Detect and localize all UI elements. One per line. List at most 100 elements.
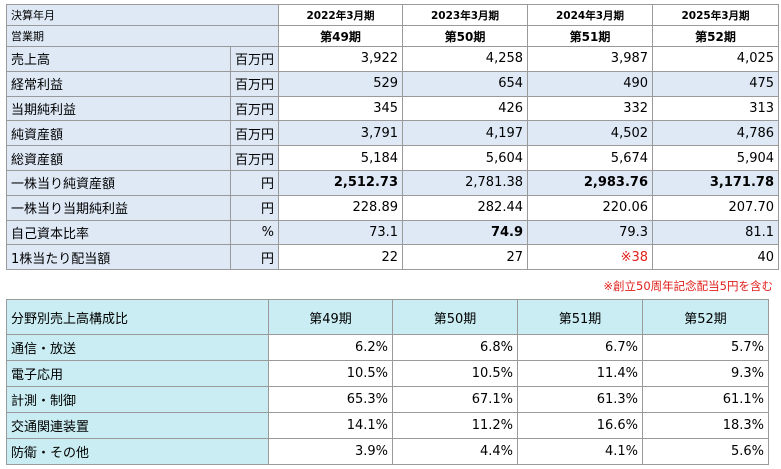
value-cell: 4,786 <box>652 120 780 147</box>
value-cell: 67.1% <box>392 386 518 413</box>
value-cell: 4.4% <box>392 438 518 465</box>
value-cell: 2,781.38 <box>402 169 529 196</box>
row-unit: % <box>229 219 280 246</box>
period-cell: 第51期 <box>527 25 654 47</box>
row-unit: 百万円 <box>229 95 280 122</box>
table-row: 総資産額 百万円 5,184 5,604 5,674 5,904 <box>6 145 780 171</box>
value-cell: 4,502 <box>527 120 654 147</box>
value-cell: 220.06 <box>527 194 654 221</box>
row-label: 交通関連装置 <box>6 412 269 439</box>
segment-header-row: 分野別売上高構成比 第49期 第50期 第51期 第52期 <box>6 299 769 335</box>
value-cell: 282.44 <box>402 194 529 221</box>
value-cell: 10.5% <box>392 360 518 387</box>
value-cell: 4,258 <box>402 46 529 72</box>
value-cell: 475 <box>652 70 780 97</box>
row-label: 計測・制御 <box>6 386 269 413</box>
value-cell: 3,171.78 <box>652 169 780 196</box>
value-cell: 16.6% <box>517 412 643 439</box>
year-cell: 2023年3月期 <box>402 4 529 26</box>
value-cell: 228.89 <box>278 194 404 221</box>
value-cell: 313 <box>652 95 780 122</box>
value-cell: 11.4% <box>517 360 643 387</box>
value-cell: 207.70 <box>652 194 780 221</box>
table-row: 交通関連装置 14.1% 11.2% 16.6% 18.3% <box>6 412 769 439</box>
value-cell: 4,197 <box>402 120 529 147</box>
value-cell: 65.3% <box>268 386 393 413</box>
period-cell: 第52期 <box>652 25 780 47</box>
row-unit: 百万円 <box>229 70 280 97</box>
row-unit: 百万円 <box>229 120 280 147</box>
value-cell: 18.3% <box>642 412 769 439</box>
value-cell: 14.1% <box>268 412 393 439</box>
value-cell: 6.7% <box>517 334 643 361</box>
value-cell: 61.1% <box>642 386 769 413</box>
table-row: 当期純利益 百万円 345 426 332 313 <box>6 95 780 122</box>
value-cell: 61.3% <box>517 386 643 413</box>
value-cell: 6.8% <box>392 334 518 361</box>
row-label: 電子応用 <box>6 360 269 387</box>
value-cell: 4,025 <box>652 46 780 72</box>
period-cell: 第50期 <box>402 25 529 47</box>
row-label: 一株当り当期純利益 <box>6 194 231 221</box>
value-cell: 3,922 <box>278 46 404 72</box>
value-cell: 3,987 <box>527 46 654 72</box>
table-row: 一株当り当期純利益 円 228.89 282.44 220.06 207.70 <box>6 194 780 221</box>
row-label: 1株当たり配当額 <box>6 244 231 271</box>
row-label: 一株当り純資産額 <box>6 169 231 196</box>
table-row: 1株当たり配当額 円 22 27 ※38 40 <box>6 244 780 271</box>
period-cell: 第52期 <box>642 299 769 335</box>
row-label: 当期純利益 <box>6 95 231 122</box>
value-cell: 426 <box>402 95 529 122</box>
row-unit: 百万円 <box>229 145 280 171</box>
value-cell: 5.7% <box>642 334 769 361</box>
value-cell: 4.1% <box>517 438 643 465</box>
value-cell: 3,791 <box>278 120 404 147</box>
value-cell: 27 <box>402 244 529 271</box>
table-row: 純資産額 百万円 3,791 4,197 4,502 4,786 <box>6 120 780 147</box>
table-row: 電子応用 10.5% 10.5% 11.4% 9.3% <box>6 360 769 387</box>
value-cell: 5,674 <box>527 145 654 171</box>
table-row: 売上高 百万円 3,922 4,258 3,987 4,025 <box>6 46 780 72</box>
table-row: 計測・制御 65.3% 67.1% 61.3% 61.1% <box>6 386 769 413</box>
row-unit: 円 <box>229 194 280 221</box>
value-cell: 81.1 <box>652 219 780 246</box>
segment-table-title: 分野別売上高構成比 <box>6 299 269 335</box>
year-cell: 2022年3月期 <box>278 4 404 26</box>
table-row: 防衛・その他 3.9% 4.4% 4.1% 5.6% <box>6 438 769 465</box>
table-row: 自己資本比率 % 73.1 74.9 79.3 81.1 <box>6 219 780 246</box>
period-cell: 第51期 <box>517 299 643 335</box>
header-row-periods: 営業期 第49期 第50期 第51期 第52期 <box>5 25 780 47</box>
value-cell: 529 <box>278 70 404 97</box>
value-cell: 22 <box>278 244 404 271</box>
value-cell: 2,512.73 <box>278 169 404 196</box>
value-cell: 40 <box>652 244 780 271</box>
value-cell: 6.2% <box>268 334 393 361</box>
year-cell: 2025年3月期 <box>652 4 780 26</box>
segment-sales-table: 分野別売上高構成比 第49期 第50期 第51期 第52期 通信・放送 6.2%… <box>6 299 769 465</box>
row-label: 純資産額 <box>6 120 231 147</box>
value-cell: 332 <box>527 95 654 122</box>
value-cell: 3.9% <box>268 438 393 465</box>
table-row: 経常利益 百万円 529 654 490 475 <box>6 70 780 97</box>
value-cell: 74.9 <box>402 219 529 246</box>
header-label-business-period: 営業期 <box>5 25 280 47</box>
table-row: 通信・放送 6.2% 6.8% 6.7% 5.7% <box>6 334 769 361</box>
value-cell: 11.2% <box>392 412 518 439</box>
value-cell: 490 <box>527 70 654 97</box>
header-label-fiscal-year: 決算年月 <box>5 4 280 26</box>
value-cell: 5,904 <box>652 145 780 171</box>
row-label: 通信・放送 <box>6 334 269 361</box>
period-cell: 第49期 <box>268 299 393 335</box>
period-cell: 第49期 <box>278 25 404 47</box>
value-cell: 2,983.76 <box>527 169 654 196</box>
row-unit: 円 <box>229 244 280 271</box>
row-label: 経常利益 <box>6 70 231 97</box>
value-cell: 5.6% <box>642 438 769 465</box>
value-cell: 5,184 <box>278 145 404 171</box>
period-cell: 第50期 <box>392 299 518 335</box>
row-unit: 百万円 <box>229 46 280 72</box>
header-row-years: 決算年月 2022年3月期 2023年3月期 2024年3月期 2025年3月期 <box>5 4 780 26</box>
value-cell: 654 <box>402 70 529 97</box>
row-label: 売上高 <box>6 46 231 72</box>
value-cell: 10.5% <box>268 360 393 387</box>
